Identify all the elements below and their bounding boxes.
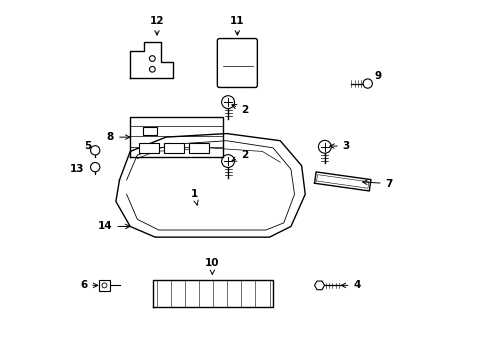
Text: 1: 1 bbox=[190, 189, 198, 205]
Text: 10: 10 bbox=[204, 257, 219, 274]
Text: 4: 4 bbox=[341, 280, 360, 291]
Bar bbox=[99, 280, 110, 291]
Bar bbox=[142, 127, 157, 135]
Text: 8: 8 bbox=[107, 132, 130, 142]
Bar bbox=[189, 143, 208, 153]
Text: 6: 6 bbox=[80, 280, 98, 291]
Bar bbox=[139, 143, 159, 153]
Text: 12: 12 bbox=[149, 17, 164, 35]
Text: 2: 2 bbox=[231, 104, 247, 115]
Text: 14: 14 bbox=[98, 221, 130, 231]
Text: 7: 7 bbox=[362, 179, 392, 189]
FancyBboxPatch shape bbox=[217, 39, 257, 87]
Text: 11: 11 bbox=[230, 17, 244, 35]
Text: 5: 5 bbox=[83, 141, 91, 151]
Bar bbox=[164, 143, 183, 153]
Text: 2: 2 bbox=[231, 150, 247, 161]
Text: 13: 13 bbox=[70, 164, 84, 174]
Text: 3: 3 bbox=[329, 141, 349, 151]
Text: 9: 9 bbox=[374, 71, 381, 81]
